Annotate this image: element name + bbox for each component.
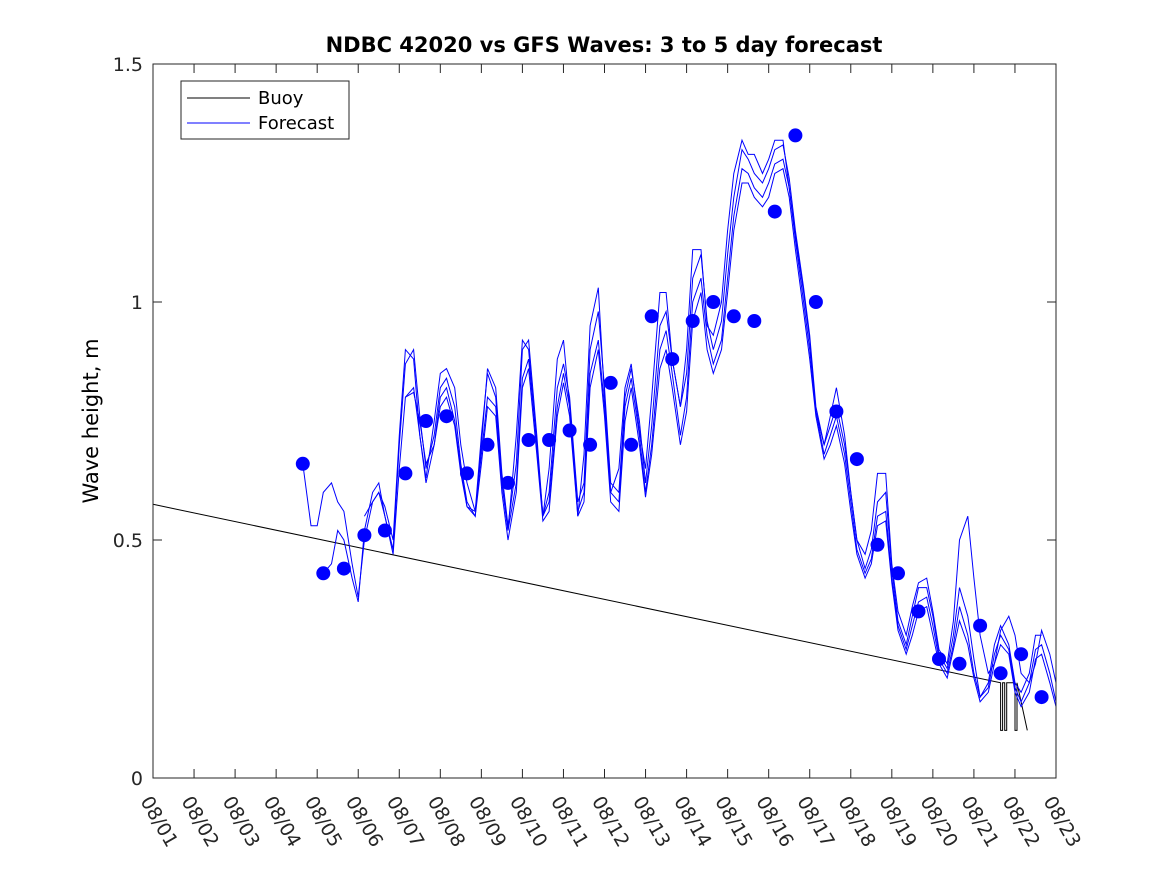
y-tick-label: 1	[131, 292, 143, 314]
forecast-marker	[295, 456, 310, 471]
legend-box	[180, 80, 350, 140]
forecast-marker	[973, 618, 988, 633]
forecast-marker	[439, 409, 454, 424]
forecast-marker	[788, 128, 803, 143]
forecast-marker	[685, 314, 700, 328]
forecast-marker	[665, 352, 680, 367]
forecast-marker	[870, 537, 885, 552]
forecast-marker	[562, 423, 577, 438]
y-tick-label: 0	[131, 768, 143, 790]
forecast-marker	[993, 666, 1008, 681]
forecast-marker	[583, 437, 598, 452]
forecast-marker	[767, 204, 782, 219]
forecast-marker	[706, 295, 721, 309]
forecast-marker	[501, 475, 515, 490]
forecast-series-line-4	[405, 167, 1057, 708]
forecast-marker	[316, 566, 331, 581]
forecast-marker	[603, 375, 618, 390]
legend-buoy-label: Buoy	[258, 88, 304, 109]
forecast-marker	[911, 604, 926, 619]
forecast-marker	[624, 437, 639, 452]
chart-title: NDBC 42020 vs GFS Waves: 3 to 5 day fore…	[326, 33, 883, 57]
y-tick-label: 0.5	[113, 530, 143, 552]
forecast-marker	[726, 309, 741, 324]
y-axis-label: Wave height, m	[79, 338, 103, 503]
y-tick-label: 1.5	[113, 54, 143, 76]
forecast-marker	[398, 466, 413, 481]
forecast-marker	[460, 466, 474, 481]
forecast-marker	[849, 452, 864, 467]
forecast-marker	[891, 566, 905, 581]
forecast-marker	[1014, 647, 1029, 662]
buoy-series-line	[152, 503, 1028, 731]
forecast-marker	[829, 404, 844, 419]
forecast-marker	[952, 656, 967, 671]
forecast-marker	[336, 561, 351, 576]
legend: Buoy Forecast	[180, 80, 350, 140]
forecast-series-line-2	[322, 144, 1042, 699]
legend-forecast-label: Forecast	[258, 113, 334, 134]
forecast-marker	[480, 437, 495, 452]
forecast-marker	[932, 652, 946, 666]
forecast-marker	[747, 314, 762, 328]
forecast-marker	[542, 433, 557, 447]
forecast-marker	[521, 433, 536, 447]
forecast-marker	[377, 523, 392, 538]
forecast-marker	[808, 295, 823, 309]
forecast-marker	[419, 414, 433, 428]
marker-layer	[295, 128, 1049, 705]
forecast-marker	[644, 309, 659, 324]
forecast-marker	[1034, 690, 1049, 705]
forecast-marker	[357, 528, 372, 543]
